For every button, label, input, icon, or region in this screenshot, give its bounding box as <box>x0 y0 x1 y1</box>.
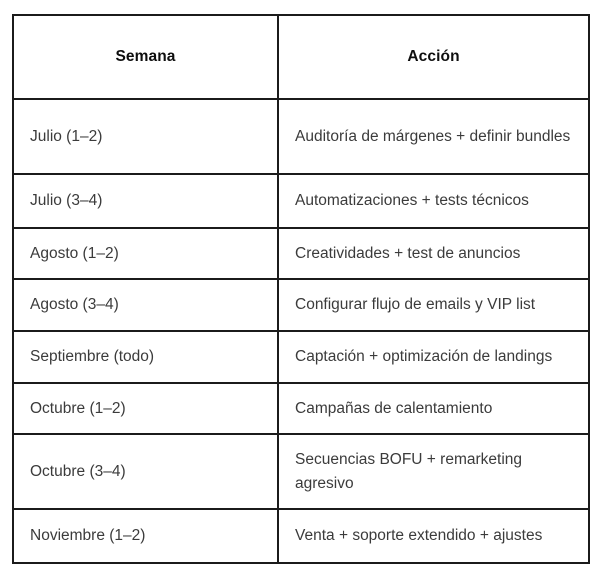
semana-cell: Agosto (1–2) <box>12 227 279 280</box>
semana-cell: Octubre (3–4) <box>12 433 279 510</box>
table-row: Agosto (3–4) Configurar flujo de emails … <box>12 278 590 332</box>
table-row: Agosto (1–2) Creatividades + test de anu… <box>12 227 590 280</box>
accion-cell: Automatizaciones + tests técnicos <box>277 173 590 229</box>
accion-cell: Venta + soporte extendido + ajustes <box>277 508 590 564</box>
semana-cell: Agosto (3–4) <box>12 278 279 332</box>
schedule-table: Semana Acción Julio (1–2) Auditoría de m… <box>12 14 590 564</box>
accion-cell: Auditoría de márgenes + definir bundles <box>277 98 590 175</box>
semana-cell: Julio (3–4) <box>12 173 279 229</box>
table-row: Julio (3–4) Automatizaciones + tests téc… <box>12 173 590 229</box>
table-row: Septiembre (todo) Captación + optimizaci… <box>12 330 590 384</box>
semana-cell: Julio (1–2) <box>12 98 279 175</box>
table-row: Octubre (1–2) Campañas de calentamiento <box>12 382 590 435</box>
column-header-accion: Acción <box>277 14 590 100</box>
table-row: Julio (1–2) Auditoría de márgenes + defi… <box>12 98 590 175</box>
semana-cell: Octubre (1–2) <box>12 382 279 435</box>
accion-cell: Configurar flujo de emails y VIP list <box>277 278 590 332</box>
semana-cell: Noviembre (1–2) <box>12 508 279 564</box>
semana-cell: Septiembre (todo) <box>12 330 279 384</box>
accion-cell: Creatividades + test de anuncios <box>277 227 590 280</box>
accion-cell: Campañas de calentamiento <box>277 382 590 435</box>
accion-cell: Secuencias BOFU + remarketing agresivo <box>277 433 590 510</box>
header-row: Semana Acción <box>12 14 590 100</box>
table-row: Octubre (3–4) Secuencias BOFU + remarket… <box>12 433 590 510</box>
column-header-semana: Semana <box>12 14 279 100</box>
accion-cell: Captación + optimización de landings <box>277 330 590 384</box>
table-row: Noviembre (1–2) Venta + soporte extendid… <box>12 508 590 564</box>
